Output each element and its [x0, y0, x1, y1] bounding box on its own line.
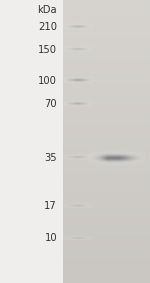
Text: 150: 150	[38, 44, 57, 55]
Text: 17: 17	[44, 201, 57, 211]
Text: kDa: kDa	[37, 5, 57, 15]
Text: 10: 10	[44, 233, 57, 243]
Text: 210: 210	[38, 22, 57, 32]
Text: 100: 100	[38, 76, 57, 86]
Text: 35: 35	[44, 153, 57, 163]
Text: 70: 70	[44, 99, 57, 109]
